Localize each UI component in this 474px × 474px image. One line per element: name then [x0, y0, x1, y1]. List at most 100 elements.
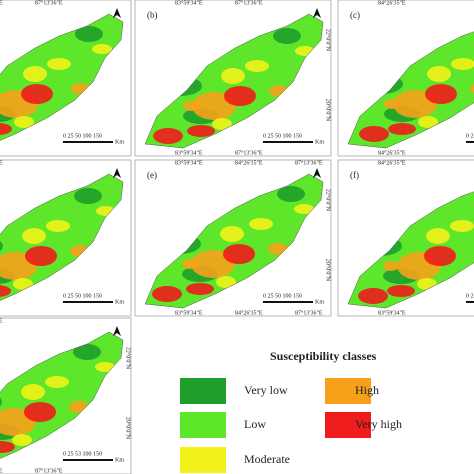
susceptibility-zone — [0, 123, 12, 135]
map-panel: (e) 83°59'34"E 84°26'35"E 87°13'36"E 83°59'3… — [134, 159, 332, 316]
susceptibility-zone — [387, 285, 415, 297]
susceptibility-zone — [249, 218, 273, 230]
susceptibility-zone — [21, 84, 53, 104]
scale-bar — [466, 301, 474, 303]
longitude-label: 83°59'34"E — [175, 149, 203, 156]
legend-label: Moderate — [244, 452, 290, 466]
susceptibility-zone — [426, 228, 450, 244]
longitude-label: 83°59'34"E — [175, 0, 203, 6]
longitude-label: 87°13'36"E — [35, 467, 63, 474]
susceptibility-zone — [21, 384, 45, 400]
susceptibility-zone — [187, 125, 215, 137]
susceptibility-zone — [418, 116, 438, 128]
susceptibility-zone — [425, 84, 457, 104]
scale-label: 0 25 50 100 150 — [63, 293, 102, 299]
longitude-label: 83°59'34"E — [175, 309, 203, 316]
panel-label: (c) — [350, 10, 360, 20]
legend-swatch — [180, 378, 226, 404]
scale-unit: Km — [115, 299, 124, 305]
longitude-label: 83°59'34"E — [378, 309, 406, 316]
legend-swatch — [180, 412, 226, 438]
susceptibility-zone — [424, 246, 456, 266]
susceptibility-zone — [23, 66, 47, 82]
susceptibility-zone — [358, 288, 388, 304]
susceptibility-zone — [183, 101, 199, 111]
map-panel: 84°26'35"E 87°13'36"E 0 25 50 100 150 Km — [0, 0, 132, 157]
susceptibility-zone — [220, 226, 244, 242]
susceptibility-zone — [383, 261, 399, 271]
north-arrow — [113, 8, 121, 18]
map-outline — [144, 13, 324, 149]
susceptibility-zone — [212, 118, 232, 130]
longitude-label: 84°26'35"E — [0, 159, 3, 166]
susceptibility-zone — [223, 244, 255, 264]
scale-bar — [63, 301, 113, 303]
north-arrow — [313, 168, 321, 178]
longitude-label: 84°26'35"E — [235, 309, 263, 316]
susceptibility-zone — [22, 228, 46, 244]
map-outline — [0, 331, 124, 459]
susceptibility-zone — [224, 86, 256, 106]
susceptibility-zone — [24, 402, 56, 422]
scale-label: 0 25 50 100 150 — [63, 133, 102, 139]
map-outline — [144, 173, 324, 309]
scale-label: 0 25 50 100 150 — [466, 293, 474, 299]
susceptibility-zone — [186, 283, 214, 295]
legend-swatch — [180, 447, 226, 473]
susceptibility-zone — [153, 128, 183, 144]
susceptibility-zone — [12, 434, 32, 446]
scale-label: 0 25 50 100 150 — [263, 293, 302, 299]
latitude-label: 22°0'0"N — [125, 347, 132, 370]
panel-label: (b) — [147, 10, 158, 20]
map-outline — [347, 191, 474, 309]
susceptibility-zone — [92, 44, 112, 54]
map-outline — [0, 173, 124, 301]
longitude-label: 87°13'36"E — [235, 0, 263, 6]
longitude-label: 84°26'35"E — [378, 0, 406, 6]
scale-bar — [466, 141, 474, 143]
north-arrow — [113, 326, 121, 336]
longitude-label: 84°26'35"E — [0, 0, 3, 6]
susceptibility-zone — [245, 60, 269, 72]
susceptibility-zone — [388, 123, 416, 135]
scale-label: 0 25 50 100 150 — [466, 133, 474, 139]
susceptibility-zone — [75, 26, 103, 42]
susceptibility-zone — [277, 186, 305, 202]
susceptibility-zone — [46, 220, 70, 232]
map-panel: 84°26'35"E 83°59'34"E 87°13'36"E 22°0'0"N 20… — [0, 317, 132, 474]
map-outline — [347, 31, 474, 149]
scale-unit: Km — [315, 139, 324, 145]
scale-bar — [263, 141, 313, 143]
susceptibility-zone — [45, 376, 69, 388]
map-panel: (b) 83°59'34"E 87°13'36"E 83°59'34"E 87°13'3… — [134, 0, 332, 156]
legend-swatch — [325, 378, 371, 404]
susceptibility-zone — [359, 126, 389, 142]
susceptibility-zone — [0, 285, 11, 297]
longitude-label: 83°59'34"E — [0, 467, 3, 474]
panel-label: (f) — [350, 170, 359, 180]
scale-bar — [63, 141, 113, 143]
susceptibility-zone — [74, 188, 102, 204]
north-arrow — [113, 168, 121, 178]
scale-label: 0 25 50 100 150 — [263, 133, 302, 139]
longitude-label: 87°13'36"E — [295, 309, 323, 316]
scale-label: 0 25 53 100 150 — [63, 451, 102, 457]
scale-unit: Km — [315, 299, 324, 305]
longitude-label: 84°26'35"E — [378, 159, 406, 166]
north-arrow — [313, 8, 321, 18]
scale-bar — [263, 301, 313, 303]
susceptibility-zone — [294, 204, 314, 214]
susceptibility-zone — [95, 362, 115, 372]
map-outline — [0, 13, 124, 141]
legend-swatch — [325, 412, 371, 438]
susceptibility-zone — [182, 259, 198, 269]
legend-label: Very high — [355, 417, 402, 431]
latitude-label: 20°0'0"N — [325, 99, 332, 122]
legend-label: High — [355, 383, 379, 397]
longitude-label: 84°26'35"E — [378, 149, 406, 156]
susceptibility-zone — [384, 99, 400, 109]
susceptibility-zone — [25, 246, 57, 266]
susceptibility-zone — [427, 66, 451, 82]
latitude-label: 22°0'0"N — [325, 29, 332, 52]
